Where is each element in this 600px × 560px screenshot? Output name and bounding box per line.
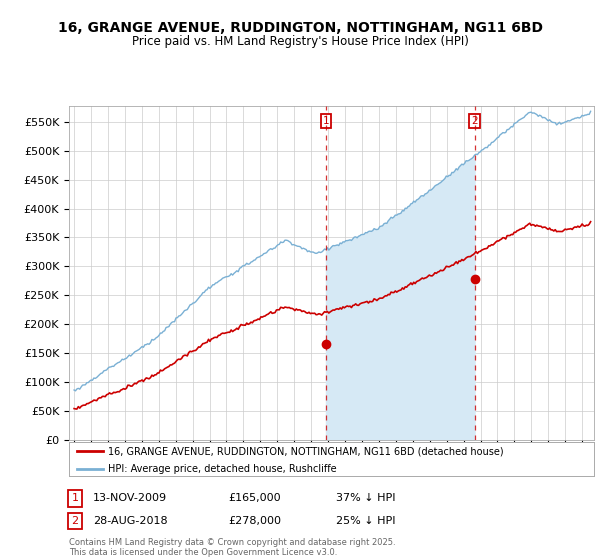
Text: 28-AUG-2018: 28-AUG-2018 <box>93 516 167 526</box>
Text: HPI: Average price, detached house, Rushcliffe: HPI: Average price, detached house, Rush… <box>109 464 337 474</box>
Text: 16, GRANGE AVENUE, RUDDINGTON, NOTTINGHAM, NG11 6BD: 16, GRANGE AVENUE, RUDDINGTON, NOTTINGHA… <box>58 21 542 35</box>
Text: £165,000: £165,000 <box>228 493 281 503</box>
Text: Contains HM Land Registry data © Crown copyright and database right 2025.
This d: Contains HM Land Registry data © Crown c… <box>69 538 395 557</box>
Text: 1: 1 <box>71 493 79 503</box>
Text: Price paid vs. HM Land Registry's House Price Index (HPI): Price paid vs. HM Land Registry's House … <box>131 35 469 48</box>
Text: 37% ↓ HPI: 37% ↓ HPI <box>336 493 395 503</box>
Text: 25% ↓ HPI: 25% ↓ HPI <box>336 516 395 526</box>
Text: 2: 2 <box>471 116 478 127</box>
Text: 16, GRANGE AVENUE, RUDDINGTON, NOTTINGHAM, NG11 6BD (detached house): 16, GRANGE AVENUE, RUDDINGTON, NOTTINGHA… <box>109 446 504 456</box>
Text: 1: 1 <box>323 116 329 127</box>
Text: £278,000: £278,000 <box>228 516 281 526</box>
Text: 13-NOV-2009: 13-NOV-2009 <box>93 493 167 503</box>
Text: 2: 2 <box>71 516 79 526</box>
